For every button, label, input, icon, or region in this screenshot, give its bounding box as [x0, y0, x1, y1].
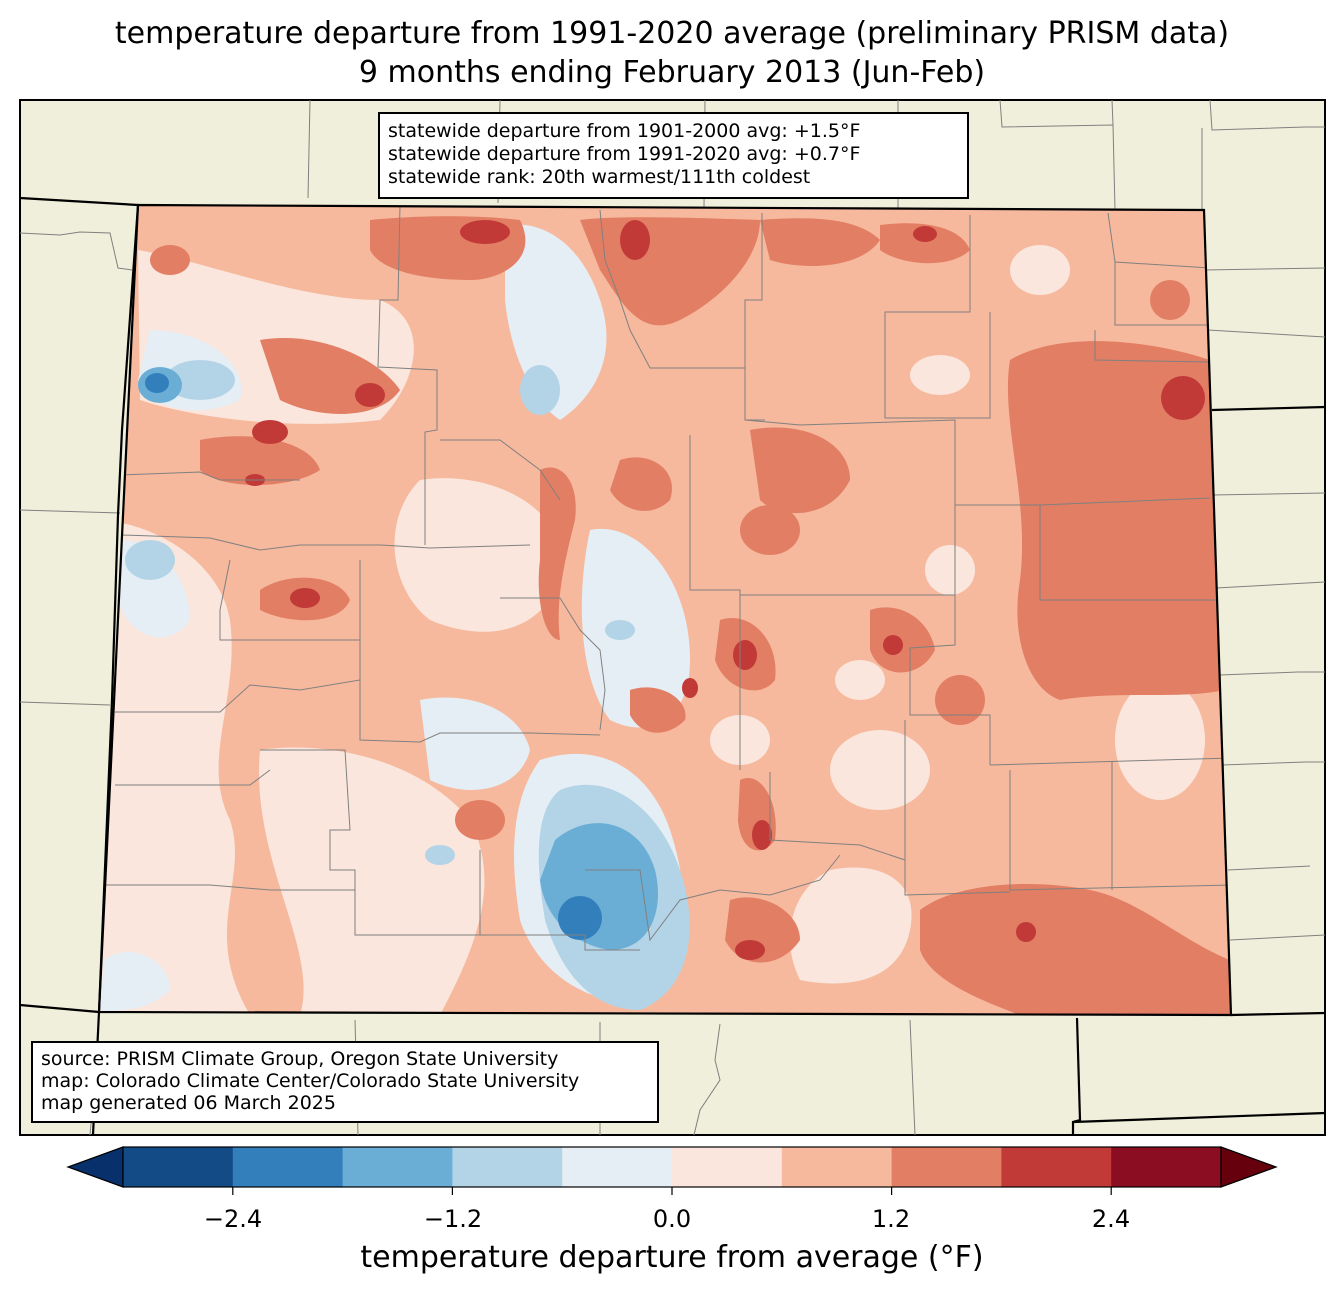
colorbar-label: temperature departure from average (°F) — [360, 1240, 984, 1275]
temperature-field — [99, 205, 1231, 1015]
colorbar-segment — [342, 1147, 453, 1187]
generated-date-line: map generated 06 March 2025 — [41, 1092, 336, 1114]
zone-east-light — [830, 730, 930, 810]
colorbar-segment — [781, 1147, 893, 1187]
stat-departure-1901-2000: statewide departure from 1901-2000 avg: … — [388, 120, 861, 142]
colorbar-tick-label: 2.4 — [1091, 1205, 1131, 1233]
map-title: temperature departure from 1991-2020 ave… — [114, 16, 1230, 51]
neighbor-county-lines — [19, 99, 1326, 1136]
stat-rank: statewide rank: 20th warmest/111th colde… — [388, 166, 811, 188]
colorbar-tick-label: 1.2 — [871, 1205, 911, 1233]
source-box: source: PRISM Climate Group, Oregon Stat… — [31, 1041, 659, 1123]
colorbar — [66, 1146, 1278, 1195]
colorbar-segment — [562, 1147, 673, 1187]
zone-east-warm — [1007, 341, 1225, 700]
zone-coolest-south — [558, 896, 602, 940]
zone-west-light — [99, 520, 250, 1015]
stat-departure-1991-2020: statewide departure from 1991-2020 avg: … — [388, 143, 861, 165]
statewide-stats-box: statewide departure from 1901-2000 avg: … — [378, 112, 969, 199]
colorbar-segment — [232, 1147, 344, 1187]
colorbar-extend-high — [1220, 1146, 1278, 1188]
county-lines — [105, 205, 1231, 951]
colorbar-tick-label: −2.4 — [203, 1205, 263, 1233]
map-credit-line: map: Colorado Climate Center/Colorado St… — [41, 1070, 580, 1092]
colorbar-segment — [672, 1147, 783, 1187]
zone-sw-light — [259, 747, 485, 1015]
zone-central-light — [394, 478, 560, 632]
zone-se-warm — [920, 884, 1231, 1015]
colorbar-segment — [891, 1147, 1002, 1187]
colorbar-tick-label: −1.2 — [423, 1205, 483, 1233]
colorbar-segment — [1111, 1147, 1222, 1187]
colorbar-segment — [452, 1147, 563, 1187]
zone-ne-warm — [760, 218, 880, 266]
zone-se-light — [790, 867, 912, 984]
source-line: source: PRISM Climate Group, Oregon Stat… — [41, 1048, 559, 1070]
map-subtitle: 9 months ending February 2013 (Jun-Feb) — [358, 55, 986, 90]
zone-san-luis-valley — [581, 528, 690, 728]
zone-hot-east — [1161, 376, 1205, 420]
colorbar-tick-label: 0.0 — [652, 1205, 692, 1233]
state-borders — [19, 196, 1326, 1136]
colorbar-extend-low — [66, 1146, 124, 1188]
colorbar-segment — [123, 1147, 234, 1187]
colorbar-segment — [1001, 1147, 1112, 1187]
